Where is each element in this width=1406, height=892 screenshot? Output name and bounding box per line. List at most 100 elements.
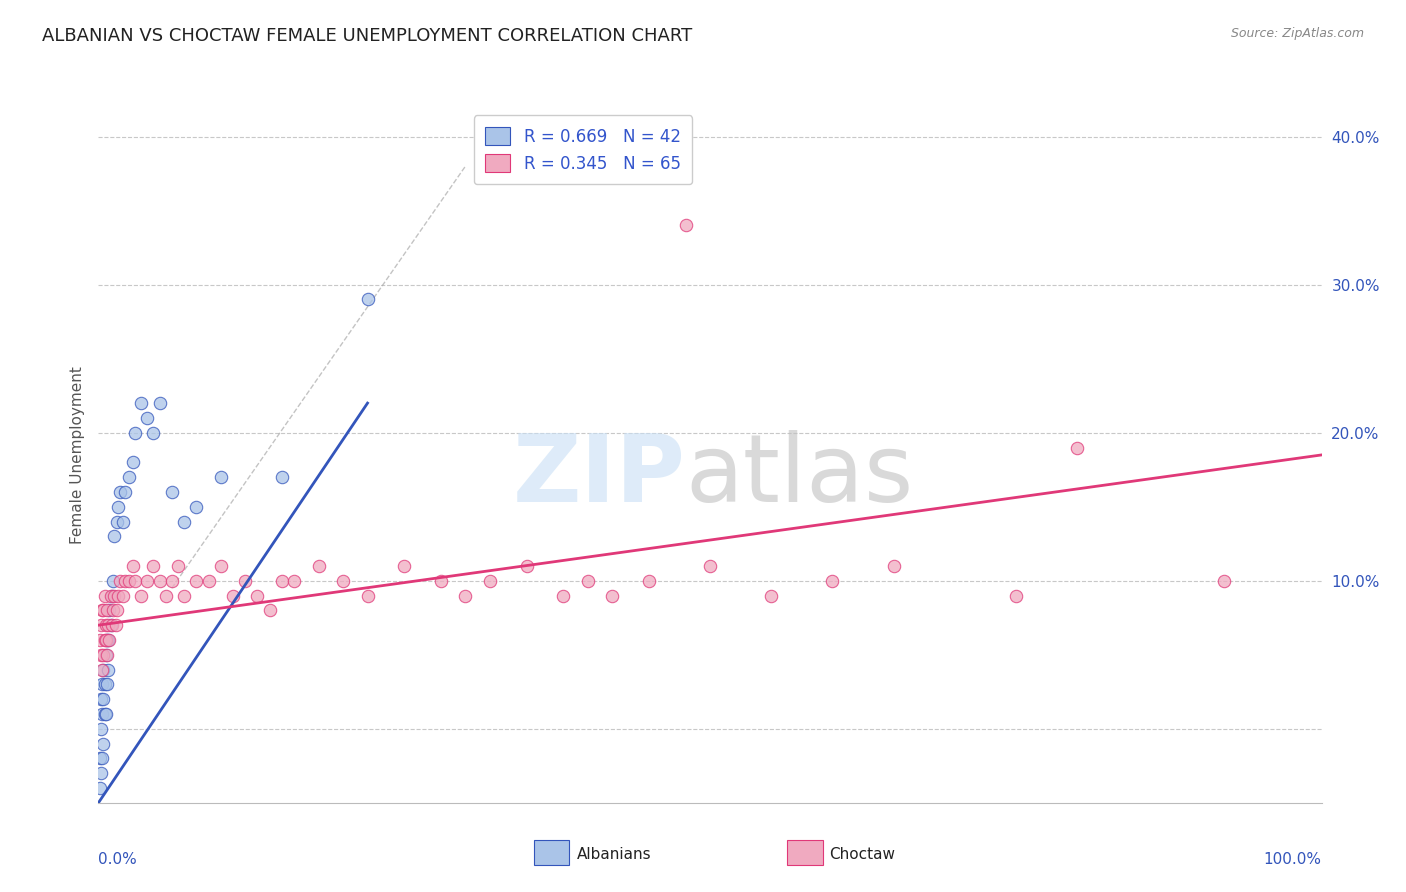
Point [91, 706, 114, 721]
Text: 100.0%: 100.0% [1264, 852, 1322, 866]
Point [91, 603, 114, 617]
Point [821, 574, 844, 588]
Point [121, 558, 143, 573]
Point [107, 589, 129, 603]
Point [356, 589, 378, 603]
Point [332, 574, 354, 588]
Point [149, 574, 172, 588]
Point [356, 293, 378, 307]
Point [883, 558, 905, 573]
Point [103, 589, 125, 603]
Point [101, 574, 124, 588]
Point [149, 396, 172, 410]
Text: 0.0%: 0.0% [98, 852, 138, 866]
Point [209, 558, 232, 573]
Point [100, 618, 122, 632]
Point [91, 737, 114, 751]
Point [94, 648, 117, 662]
Point [124, 425, 146, 440]
Point [91, 677, 114, 691]
Point [98, 632, 121, 647]
Point [105, 515, 128, 529]
Point [222, 589, 245, 603]
Point [114, 484, 136, 499]
Point [101, 603, 124, 617]
Point [94, 618, 117, 632]
Point [110, 574, 132, 588]
Point [430, 574, 453, 588]
Point [246, 589, 269, 603]
Point [89, 751, 111, 765]
Point [90, 766, 112, 780]
Point [96, 648, 118, 662]
Point [93, 706, 115, 721]
Point [90, 722, 112, 736]
Point [118, 470, 141, 484]
Point [136, 411, 159, 425]
Legend: R = 0.669   N = 42, R = 0.345   N = 65: R = 0.669 N = 42, R = 0.345 N = 65 [474, 115, 692, 185]
Point [308, 558, 330, 573]
Point [121, 455, 143, 469]
Point [93, 589, 115, 603]
Point [90, 692, 112, 706]
Point [118, 574, 141, 588]
Point [96, 677, 118, 691]
Point [270, 574, 294, 588]
Point [104, 618, 127, 632]
Point [114, 574, 136, 588]
Point [91, 692, 114, 706]
Point [89, 632, 111, 647]
Point [91, 663, 114, 677]
Point [97, 663, 120, 677]
Point [110, 484, 132, 499]
Point [160, 574, 183, 588]
Point [270, 470, 294, 484]
Point [89, 780, 111, 795]
Point [173, 589, 195, 603]
Point [96, 632, 118, 647]
Point [100, 589, 122, 603]
Point [259, 603, 281, 617]
Text: ZIP: ZIP [513, 430, 686, 522]
Point [142, 558, 165, 573]
Point [97, 632, 120, 647]
Point [553, 589, 575, 603]
Point [600, 589, 623, 603]
Point [173, 515, 195, 529]
Point [515, 558, 537, 573]
Point [454, 589, 477, 603]
Point [101, 618, 124, 632]
Point [209, 470, 232, 484]
Point [1066, 441, 1088, 455]
Y-axis label: Female Unemployment: Female Unemployment [69, 366, 84, 544]
Text: ALBANIAN VS CHOCTAW FEMALE UNEMPLOYMENT CORRELATION CHART: ALBANIAN VS CHOCTAW FEMALE UNEMPLOYMENT … [42, 27, 692, 45]
Point [93, 632, 115, 647]
Point [96, 603, 118, 617]
Point [94, 632, 117, 647]
Point [233, 574, 256, 588]
Point [186, 574, 208, 588]
Point [129, 589, 152, 603]
Point [93, 677, 115, 691]
Point [101, 589, 124, 603]
Point [94, 706, 117, 721]
Point [675, 219, 697, 233]
Point [197, 574, 219, 588]
Text: Source: ZipAtlas.com: Source: ZipAtlas.com [1230, 27, 1364, 40]
Point [1212, 574, 1234, 588]
Point [91, 751, 114, 765]
Point [91, 648, 114, 662]
Point [90, 648, 112, 662]
Point [107, 500, 129, 514]
Point [111, 589, 134, 603]
Point [124, 574, 146, 588]
Point [142, 425, 165, 440]
Point [111, 515, 134, 529]
Point [97, 618, 120, 632]
Point [392, 558, 416, 573]
Point [105, 603, 128, 617]
Point [167, 558, 190, 573]
Text: atlas: atlas [686, 430, 914, 522]
Point [98, 603, 121, 617]
Point [136, 574, 159, 588]
